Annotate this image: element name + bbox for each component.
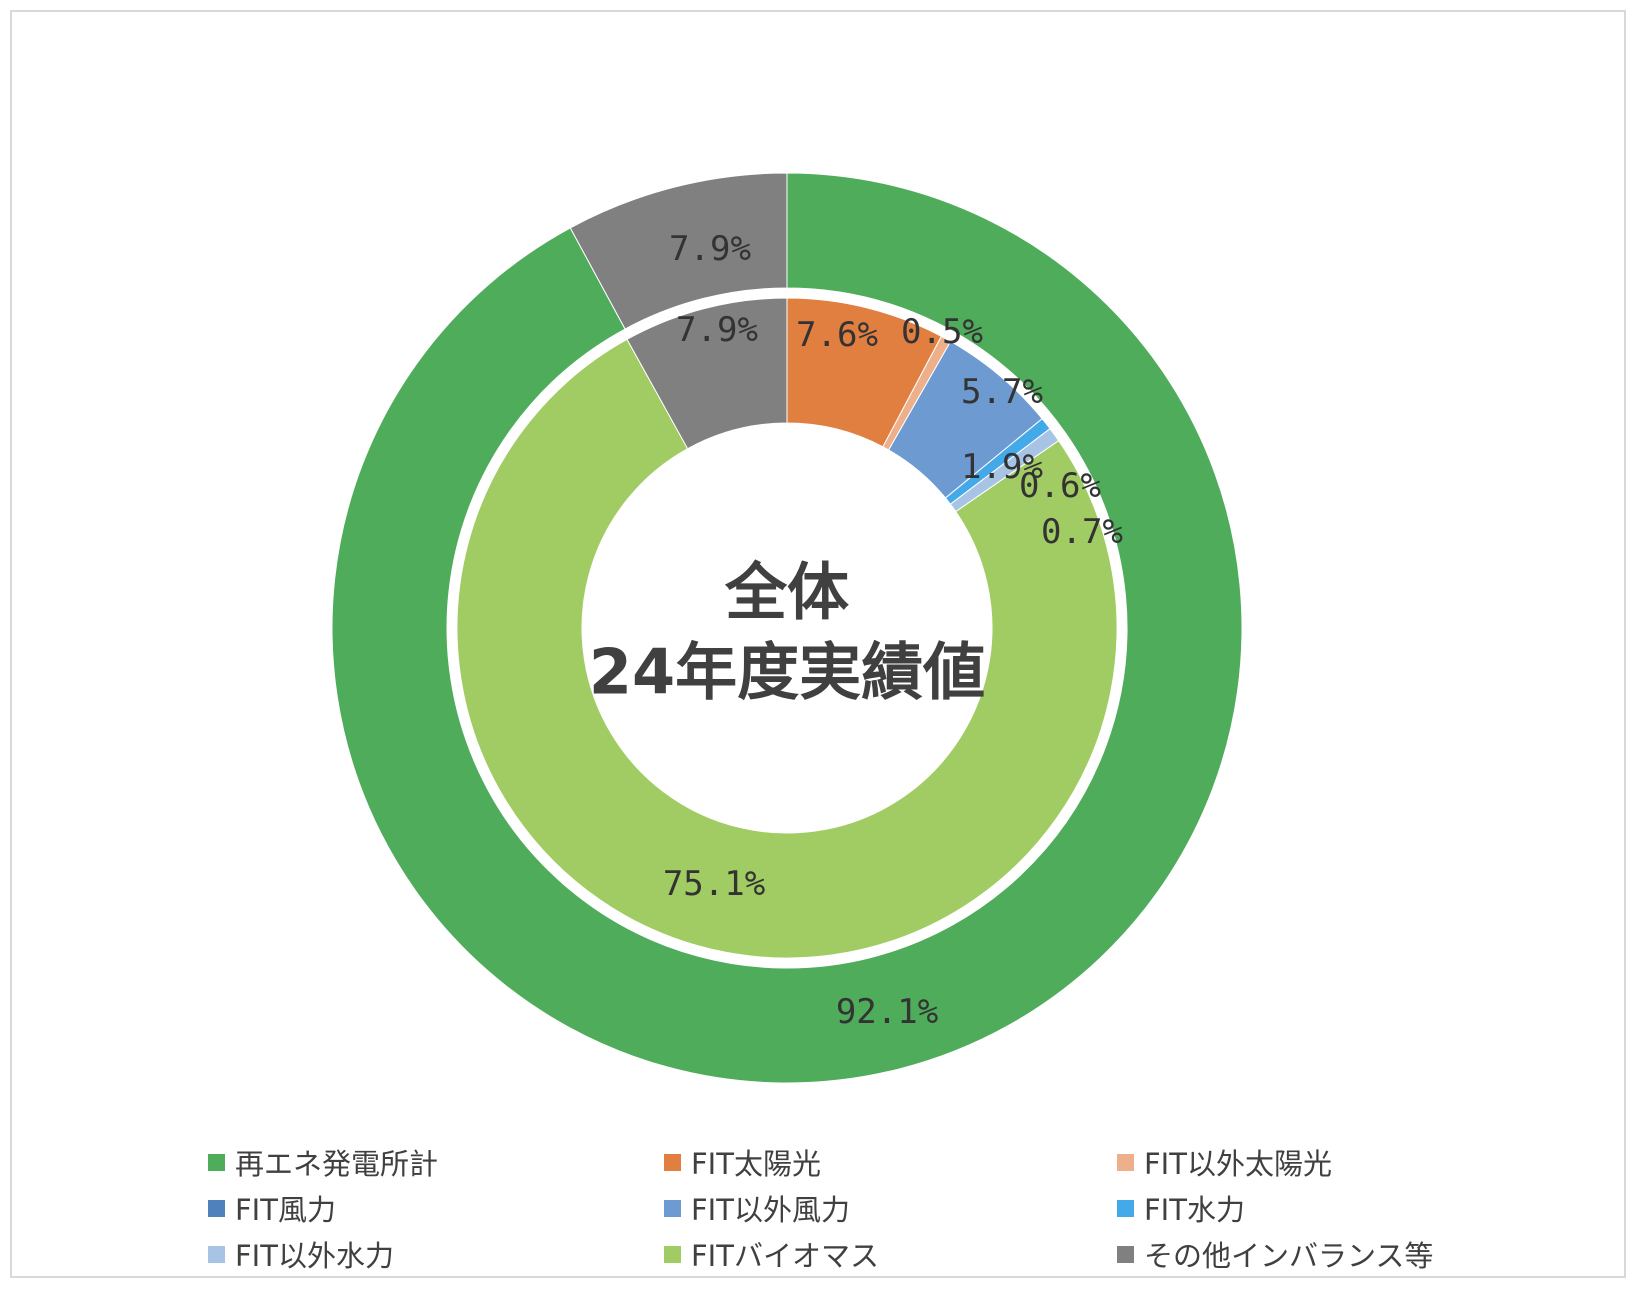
data-label-inner-6: 75.1% (663, 864, 765, 904)
inner-ring (456, 297, 1118, 959)
legend-swatch (1117, 1153, 1134, 1171)
legend-swatch (664, 1199, 681, 1217)
data-label-inner-7: 7.9% (676, 310, 758, 350)
data-label-inner-2: 5.7% (961, 372, 1043, 412)
legend-item-fit-hydro: FIT水力 (1117, 1188, 1245, 1228)
slice-outer-0 (331, 172, 1243, 1084)
legend-item-fit-wind: FIT風力 (208, 1188, 336, 1228)
chart-frame: 92.1% 7.9% 7.6% 0.5% 5.7% 1.9% 0.6% 0.7% 75.1% 7.… (10, 10, 1626, 1278)
legend-label: FIT以外風力 (691, 1193, 850, 1227)
legend-swatch (208, 1199, 225, 1217)
legend-item-renewable-total: 再エネ発電所計 (208, 1142, 438, 1182)
data-label-inner-3: 1.9% (961, 447, 1043, 487)
legend-label: FIT水力 (1144, 1193, 1245, 1227)
legend-label: FIT以外太陽光 (1144, 1147, 1332, 1181)
legend-item-fit-biomass: FITバイオマス (664, 1234, 879, 1274)
data-label-inner-4: 0.6% (1019, 466, 1101, 506)
legend-swatch (664, 1153, 681, 1171)
legend-item-fit-solar: FIT太陽光 (664, 1142, 821, 1182)
legend-label: FIT以外水力 (235, 1239, 394, 1273)
outer-ring (331, 172, 1243, 1084)
center-title-line-1: 全体 (724, 556, 849, 629)
data-labels: 92.1% 7.9% 7.6% 0.5% 5.7% 1.9%0.6% 0.7% 75.1% 7.… (663, 229, 1123, 1032)
legend-label: FIT太陽光 (691, 1147, 821, 1181)
legend-swatch (1117, 1199, 1134, 1217)
legend-swatch (208, 1245, 225, 1263)
slice-inner-6 (456, 338, 1118, 959)
legend-swatch (664, 1245, 681, 1263)
legend-item-non-fit-solar: FIT以外太陽光 (1117, 1142, 1332, 1182)
center-title-line-2: 24年度実績値 (589, 636, 985, 709)
legend-item-non-fit-hydro: FIT以外水力 (208, 1234, 394, 1274)
legend-item-non-fit-wind: FIT以外風力 (664, 1188, 850, 1228)
legend-label: FIT風力 (235, 1193, 336, 1227)
data-label-inner-1: 0.5% (901, 312, 983, 352)
slice-inner-7 (626, 297, 788, 450)
data-label-outer-0: 92.1% (836, 992, 938, 1032)
donut-chart: 92.1% 7.9% 7.6% 0.5% 5.7% 1.9%0.6% 0.7% 75.1% 7.… (331, 172, 1243, 1084)
legend-swatch (208, 1153, 225, 1171)
legend-swatch (1117, 1245, 1134, 1263)
legend-label: 再エネ発電所計 (235, 1147, 439, 1181)
data-label-outer-1: 7.9% (669, 229, 751, 269)
legend-label: FITバイオマス (691, 1239, 879, 1273)
data-label-inner-0: 7.6% (796, 315, 878, 355)
data-label-inner-5: 0.7% (1041, 512, 1123, 552)
legend: 再エネ発電所計 FIT太陽光 FIT以外太陽光 FIT風力 FIT以外風力 FI… (12, 1142, 1628, 1282)
legend-item-other-imbalance: その他インバランス等 (1117, 1234, 1433, 1274)
legend-label: その他インバランス等 (1144, 1239, 1434, 1273)
slice-outer-1 (569, 172, 788, 330)
